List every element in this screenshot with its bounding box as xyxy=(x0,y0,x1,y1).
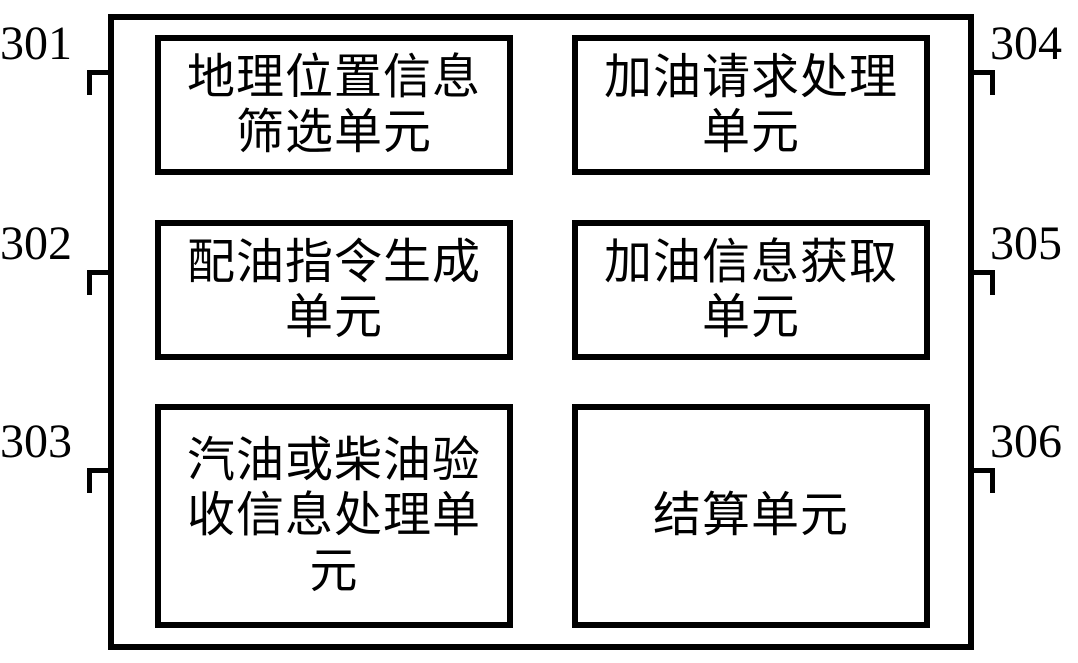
box-303: 汽油或柴油验收信息处理单元 xyxy=(155,404,513,628)
diagram-canvas: { "canvas": { "width": 1078, "height": 6… xyxy=(0,0,1078,663)
ref-304-lead-v xyxy=(990,70,995,95)
ref-305-lead-v xyxy=(990,270,995,295)
ref-302-lead-v xyxy=(87,270,92,295)
box-302: 配油指令生成单元 xyxy=(155,220,513,360)
ref-301-lead-v xyxy=(87,70,92,95)
ref-303-label: 303 xyxy=(0,418,72,466)
ref-305-label: 305 xyxy=(990,220,1062,268)
box-301: 地理位置信息筛选单元 xyxy=(155,35,513,175)
ref-306-lead-v xyxy=(990,468,995,493)
ref-304-label: 304 xyxy=(990,20,1062,68)
ref-303-lead-v xyxy=(87,468,92,493)
ref-302-label: 302 xyxy=(0,220,72,268)
ref-306-label: 306 xyxy=(990,418,1062,466)
box-305: 加油信息获取单元 xyxy=(572,220,930,360)
box-304: 加油请求处理单元 xyxy=(572,35,930,175)
box-306: 结算单元 xyxy=(572,404,930,628)
ref-301-label: 301 xyxy=(0,20,72,68)
